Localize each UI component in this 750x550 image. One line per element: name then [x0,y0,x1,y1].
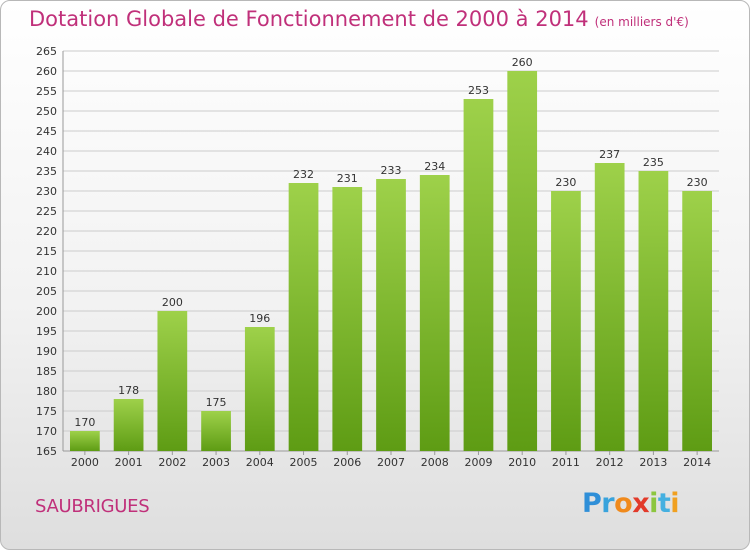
proxiti-logo: Proxiti [582,488,680,519]
y-tick-label: 260 [36,65,57,78]
y-tick-label: 265 [36,45,57,58]
bar-2006 [332,187,363,451]
x-tick-label: 2008 [421,456,449,469]
y-tick-label: 195 [36,325,57,338]
x-tick-label: 2014 [683,456,711,469]
unit-label: (en milliers d'€) [594,15,689,29]
data-label-2013: 235 [643,156,664,169]
x-tick-label: 2000 [71,456,99,469]
bar-2005 [288,183,319,451]
data-label-2008: 234 [424,160,445,173]
x-tick-label: 2001 [115,456,143,469]
x-tick-label: 2012 [596,456,624,469]
y-tick-label: 235 [36,165,57,178]
y-tick-label: 210 [36,265,57,278]
data-labels: 170 178 200 175 196 232 231 233 234 253 260 230 237 2… [74,56,707,429]
bar-2009 [463,99,494,451]
commune-name: SAUBRIGUES [35,496,150,517]
bar-2013 [638,171,669,451]
data-label-2000: 170 [74,416,95,429]
bar-2014 [682,191,713,451]
y-tick-label: 240 [36,145,57,158]
chart-title: Dotation Globale de Fonctionnement de 20… [29,7,689,31]
data-label-2004: 196 [249,312,270,325]
bars [69,71,713,451]
data-label-2001: 178 [118,384,139,397]
bar-2007 [376,179,406,451]
bar-2002 [157,311,188,451]
bar-2012 [594,163,625,451]
y-tick-label: 250 [36,105,57,118]
bar-2008 [419,175,450,451]
x-tick-label: 2003 [202,456,230,469]
data-label-2002: 200 [162,296,183,309]
bar-2001 [113,399,144,451]
data-label-2003: 175 [206,396,227,409]
x-tick-label: 2011 [552,456,580,469]
y-tick-label: 245 [36,125,57,138]
x-tick-label: 2013 [639,456,667,469]
y-tick-label: 230 [36,185,57,198]
data-label-2012: 237 [599,148,620,161]
bar-2004 [244,327,275,451]
y-tick-label: 170 [36,425,57,438]
x-tick-label: 2002 [158,456,186,469]
y-tick-label: 205 [36,285,57,298]
x-tick-label: 2009 [464,456,492,469]
y-tick-label: 180 [36,385,57,398]
y-tick-label: 175 [36,405,57,418]
data-label-2009: 253 [468,84,489,97]
data-label-2006: 231 [337,172,358,185]
x-tick-label: 2007 [377,456,405,469]
y-tick-label: 200 [36,305,57,318]
y-tick-label: 215 [36,245,57,258]
bar-2011 [551,191,581,451]
y-tick-label: 220 [36,225,57,238]
bar-2010 [507,71,538,451]
data-label-2014: 230 [687,176,708,189]
y-tick-label: 190 [36,345,57,358]
data-label-2005: 232 [293,168,314,181]
data-label-2007: 233 [381,164,402,177]
y-tick-label: 165 [36,445,57,458]
bar-2000 [69,431,100,451]
axes: 165 170 175 180 185 190 195 200 205 210 215 220 225 2… [36,45,719,469]
y-tick-label: 225 [36,205,57,218]
y-tick-label: 185 [36,365,57,378]
data-label-2011: 230 [555,176,576,189]
y-tick-label: 255 [36,85,57,98]
x-tick-label: 2010 [508,456,536,469]
x-tick-label: 2005 [290,456,318,469]
data-label-2010: 260 [512,56,533,69]
bar-2003 [201,411,231,451]
x-tick-label: 2006 [333,456,361,469]
x-tick-label: 2004 [246,456,274,469]
